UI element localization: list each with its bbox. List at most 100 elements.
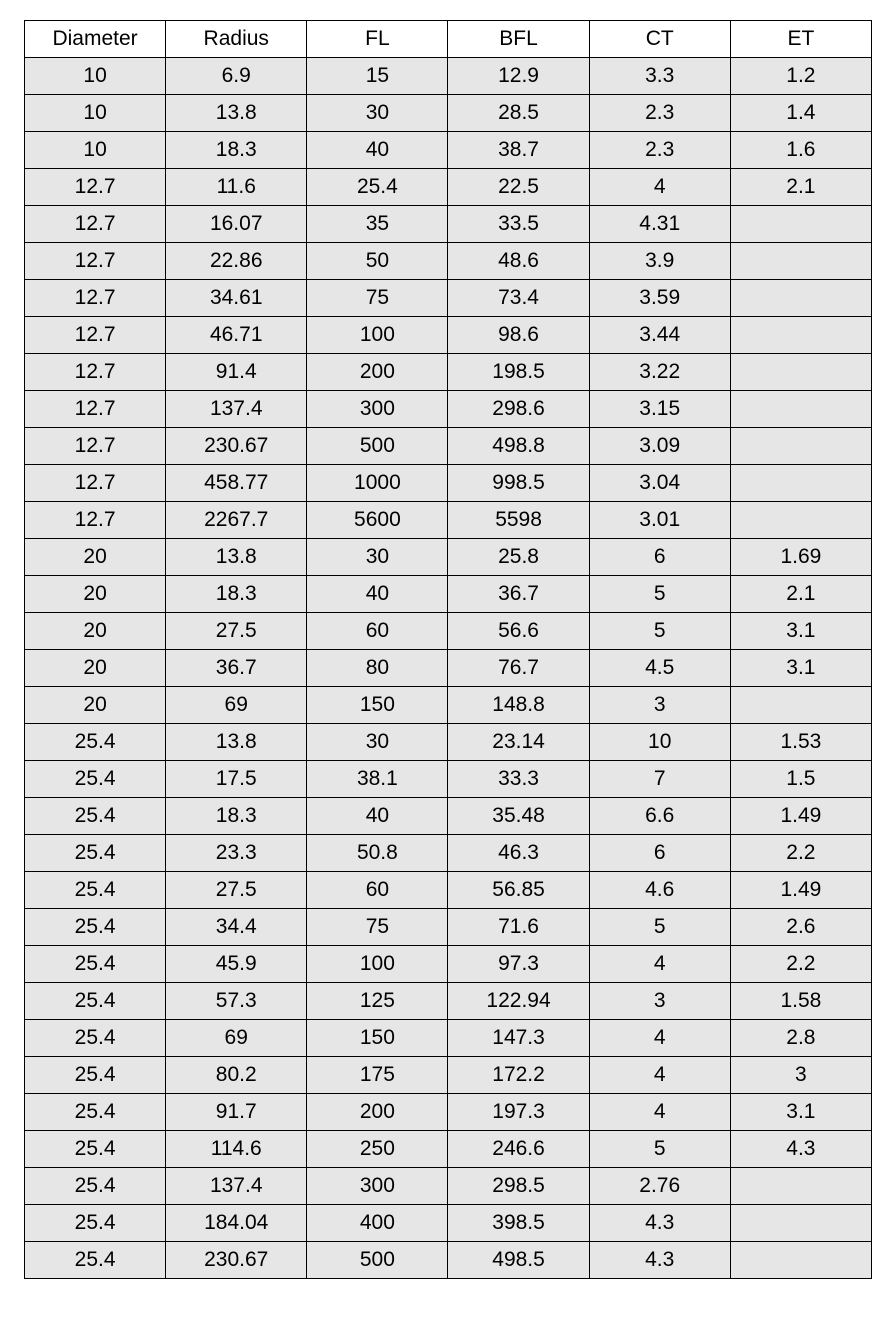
table-cell: 75 <box>307 280 448 317</box>
column-header-radius: Radius <box>166 21 307 58</box>
table-cell: 3.1 <box>730 650 871 687</box>
table-cell: 300 <box>307 1168 448 1205</box>
table-cell: 2.76 <box>589 1168 730 1205</box>
table-cell <box>730 391 871 428</box>
table-cell: 150 <box>307 1020 448 1057</box>
table-cell: 1.4 <box>730 95 871 132</box>
table-cell: 25.4 <box>25 872 166 909</box>
table-cell: 298.5 <box>448 1168 589 1205</box>
table-cell: 5 <box>589 576 730 613</box>
table-row: 25.469150147.342.8 <box>25 1020 872 1057</box>
table-cell: 398.5 <box>448 1205 589 1242</box>
table-cell: 1.69 <box>730 539 871 576</box>
table-cell: 33.3 <box>448 761 589 798</box>
table-cell: 2.3 <box>589 132 730 169</box>
table-cell: 5 <box>589 613 730 650</box>
table-cell: 15 <box>307 58 448 95</box>
table-cell: 3 <box>730 1057 871 1094</box>
table-cell: 230.67 <box>166 428 307 465</box>
table-cell: 25.8 <box>448 539 589 576</box>
table-cell: 22.5 <box>448 169 589 206</box>
table-cell: 34.4 <box>166 909 307 946</box>
table-cell: 34.61 <box>166 280 307 317</box>
table-cell: 998.5 <box>448 465 589 502</box>
table-cell: 1.58 <box>730 983 871 1020</box>
table-cell: 500 <box>307 1242 448 1279</box>
table-cell: 12.7 <box>25 317 166 354</box>
table-cell: 18.3 <box>166 798 307 835</box>
column-header-fl: FL <box>307 21 448 58</box>
table-row: 25.480.2175172.243 <box>25 1057 872 1094</box>
table-cell: 6 <box>589 539 730 576</box>
table-cell: 48.6 <box>448 243 589 280</box>
table-row: 25.445.910097.342.2 <box>25 946 872 983</box>
table-cell: 40 <box>307 798 448 835</box>
table-cell: 3.44 <box>589 317 730 354</box>
table-cell: 57.3 <box>166 983 307 1020</box>
table-cell: 22.86 <box>166 243 307 280</box>
table-cell: 2.2 <box>730 946 871 983</box>
table-cell: 3.15 <box>589 391 730 428</box>
table-cell: 2.6 <box>730 909 871 946</box>
column-header-diameter: Diameter <box>25 21 166 58</box>
table-cell: 12.7 <box>25 206 166 243</box>
table-row: 12.791.4200198.53.22 <box>25 354 872 391</box>
table-cell: 4.3 <box>589 1242 730 1279</box>
table-cell: 7 <box>589 761 730 798</box>
table-cell: 4.3 <box>589 1205 730 1242</box>
table-cell: 498.5 <box>448 1242 589 1279</box>
table-cell: 27.5 <box>166 613 307 650</box>
table-cell: 147.3 <box>448 1020 589 1057</box>
table-row: 1013.83028.52.31.4 <box>25 95 872 132</box>
table-cell: 2.8 <box>730 1020 871 1057</box>
table-cell <box>730 354 871 391</box>
table-cell: 56.6 <box>448 613 589 650</box>
table-cell: 300 <box>307 391 448 428</box>
table-cell: 137.4 <box>166 1168 307 1205</box>
table-cell: 45.9 <box>166 946 307 983</box>
table-cell: 5598 <box>448 502 589 539</box>
table-cell: 175 <box>307 1057 448 1094</box>
table-cell: 56.85 <box>448 872 589 909</box>
table-cell: 148.8 <box>448 687 589 724</box>
table-cell: 25.4 <box>25 946 166 983</box>
table-row: 25.4137.4300298.52.76 <box>25 1168 872 1205</box>
table-cell: 230.67 <box>166 1242 307 1279</box>
table-cell: 25.4 <box>25 761 166 798</box>
table-cell: 200 <box>307 354 448 391</box>
table-cell <box>730 1242 871 1279</box>
table-row: 25.417.538.133.371.5 <box>25 761 872 798</box>
table-row: 12.7137.4300298.63.15 <box>25 391 872 428</box>
table-header-row: Diameter Radius FL BFL CT ET <box>25 21 872 58</box>
table-cell: 38.1 <box>307 761 448 798</box>
table-cell: 3 <box>589 983 730 1020</box>
table-cell: 12.7 <box>25 502 166 539</box>
table-cell: 23.3 <box>166 835 307 872</box>
table-row: 2036.78076.74.53.1 <box>25 650 872 687</box>
table-cell <box>730 1205 871 1242</box>
table-cell: 12.7 <box>25 465 166 502</box>
table-cell <box>730 428 871 465</box>
table-cell: 1.6 <box>730 132 871 169</box>
table-cell: 16.07 <box>166 206 307 243</box>
table-cell: 25.4 <box>25 1242 166 1279</box>
table-cell: 1000 <box>307 465 448 502</box>
table-cell: 75 <box>307 909 448 946</box>
table-cell: 6 <box>589 835 730 872</box>
table-row: 25.4114.6250246.654.3 <box>25 1131 872 1168</box>
table-cell: 17.5 <box>166 761 307 798</box>
table-cell: 2.1 <box>730 576 871 613</box>
table-cell: 35.48 <box>448 798 589 835</box>
table-row: 12.746.7110098.63.44 <box>25 317 872 354</box>
table-cell: 25.4 <box>25 835 166 872</box>
table-cell: 2.3 <box>589 95 730 132</box>
table-cell: 12.7 <box>25 169 166 206</box>
table-cell: 114.6 <box>166 1131 307 1168</box>
table-row: 12.716.073533.54.31 <box>25 206 872 243</box>
table-cell: 3.59 <box>589 280 730 317</box>
table-cell: 4 <box>589 1094 730 1131</box>
table-row: 25.4184.04400398.54.3 <box>25 1205 872 1242</box>
table-cell: 1.53 <box>730 724 871 761</box>
table-cell: 2.1 <box>730 169 871 206</box>
table-cell: 1.2 <box>730 58 871 95</box>
